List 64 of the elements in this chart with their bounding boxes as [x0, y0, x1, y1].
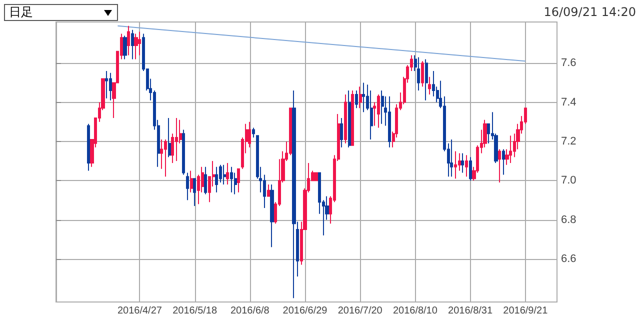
candlestick [314, 172, 318, 182]
x-tick-label: 2016/8/10 [392, 306, 438, 316]
candlestick [344, 94, 347, 144]
candlestick [421, 60, 424, 88]
text: 日足 [9, 5, 33, 19]
candlestick [270, 184, 274, 248]
candlestick [193, 178, 196, 207]
candlestick [215, 166, 218, 193]
candlestick [348, 90, 351, 148]
candlestick [351, 90, 354, 146]
candlestick [252, 127, 255, 138]
x-tick-label: 2016/7/20 [338, 306, 383, 316]
x-tick-label: 2016/6/8 [230, 306, 270, 316]
candlestick [509, 135, 512, 164]
candlestick [388, 96, 391, 148]
y-tick-label: 7.2 [561, 135, 576, 148]
x-tick-label: 2016/8/31 [448, 306, 493, 316]
candlestick [498, 148, 501, 184]
candlestick [190, 170, 193, 193]
candlestick [168, 117, 171, 158]
candlestick [182, 129, 185, 176]
candlestick [87, 123, 90, 172]
candlestick [417, 56, 420, 92]
candlestick [134, 33, 138, 60]
candlestick [454, 150, 457, 180]
candlestick [109, 72, 112, 101]
candlestick [425, 58, 428, 101]
candlestick [461, 152, 464, 174]
candlestick [267, 184, 270, 197]
candlestick [186, 172, 189, 201]
candlestick [138, 31, 141, 56]
candlestick [237, 168, 240, 193]
y-tick-label: 7.0 [561, 174, 576, 187]
x-tick-label: 2016/6/29 [282, 306, 328, 316]
candlestick [465, 154, 468, 178]
y-tick-label: 7.6 [561, 57, 576, 70]
candlestick [469, 156, 472, 182]
candlestick [164, 138, 167, 178]
candlestick [450, 138, 453, 178]
candlestick [131, 29, 134, 60]
candlestick [223, 164, 226, 186]
candlestick [292, 90, 296, 299]
text: 16/09/21 14:20 [544, 5, 636, 19]
x-tick-label: 2016/5/18 [172, 306, 218, 316]
candlestick [204, 166, 207, 195]
candlestick [381, 90, 384, 124]
candlestick [105, 70, 108, 99]
candlestick [355, 90, 358, 109]
y-tick-label: 6.8 [561, 214, 576, 226]
candlestick [428, 76, 431, 95]
candlestick [377, 94, 380, 128]
candlestick [502, 148, 505, 176]
x-tick-label: 2016/9/21 [503, 306, 548, 316]
candlestick [359, 86, 362, 109]
candlestick [123, 35, 127, 60]
candlestick [127, 25, 130, 56]
x-tick-label: 2016/4/27 [117, 306, 162, 316]
y-tick-label: 7.4 [561, 96, 576, 108]
candlestick [230, 166, 233, 193]
candlestick [362, 82, 365, 113]
candlestick [175, 117, 178, 162]
y-tick-label: 6.6 [561, 252, 576, 265]
candlestick [226, 162, 229, 186]
candlestick [340, 117, 343, 148]
